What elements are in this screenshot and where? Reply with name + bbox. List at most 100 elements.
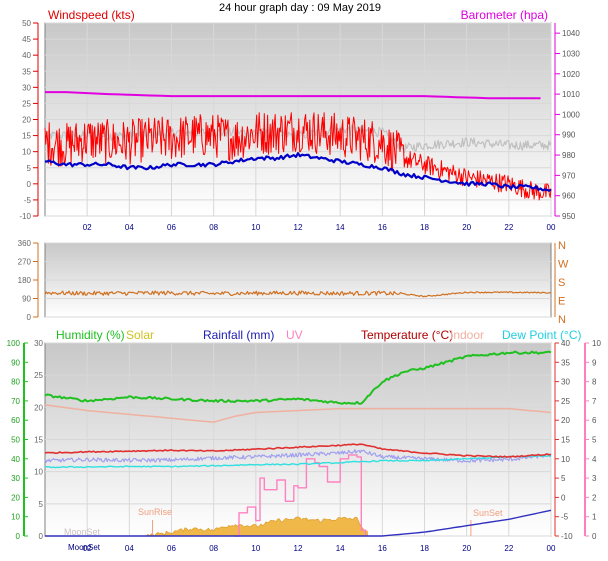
humidity-tick-label: 80 <box>11 378 20 387</box>
direction-tick-label: 270 <box>18 258 32 267</box>
uv-tick-label: 2 <box>592 493 597 502</box>
uv-tick-label: 3 <box>592 474 597 483</box>
uv-tick-label: 4 <box>592 455 597 464</box>
page-title: 24 hour graph day : 09 May 2019 <box>219 2 381 14</box>
temperature-tick-label: 35 <box>561 358 570 367</box>
barometer-tick-label: 990 <box>562 131 576 140</box>
wind-tick-label: 10 <box>22 148 31 157</box>
barometer-tick-label: 1040 <box>562 29 580 38</box>
temp-x-label: 14 <box>336 544 345 553</box>
temperature-tick-label: 5 <box>561 474 566 483</box>
temperature-tick-label: 10 <box>561 455 570 464</box>
temp-x-label: 00 <box>547 544 556 553</box>
solar-legend: Solar <box>126 328 154 342</box>
barometer-line <box>45 91 541 100</box>
wind-x-label: 22 <box>504 223 513 232</box>
uv-tick-label: 1 <box>592 513 597 522</box>
solar-area <box>145 516 368 537</box>
barometer-tick-label: 960 <box>562 192 576 201</box>
humidity-tick-label: 60 <box>11 416 20 425</box>
temperature-tick-label: 20 <box>561 416 570 425</box>
wind-x-label: 16 <box>378 223 387 232</box>
humidity-tick-label: 40 <box>11 455 20 464</box>
wind-direction-line <box>44 290 552 298</box>
barometer-tick-label: 1030 <box>562 49 580 58</box>
barometer-tick-label: 950 <box>562 212 576 221</box>
humidity-tick-label: 50 <box>11 436 20 445</box>
rain-tick-label: 5 <box>39 500 44 509</box>
gust-line <box>45 152 552 192</box>
moon-event-label: MoonSet <box>68 543 101 552</box>
wind-x-label: 12 <box>294 223 303 232</box>
temperature-tick-label: 0 <box>561 493 566 502</box>
rain-tick-label: 10 <box>34 468 43 477</box>
wind-tick-label: 5 <box>27 164 32 173</box>
uv-legend: UV <box>286 328 303 342</box>
temp-x-label: 02 <box>83 544 92 553</box>
uv-tick-label: 5 <box>592 436 597 445</box>
wind-x-label: 18 <box>420 223 429 232</box>
wind-x-label: 00 <box>547 223 556 232</box>
compass-label: W <box>558 259 569 271</box>
wind-x-label: 08 <box>209 223 218 232</box>
humidity-tick-label: 90 <box>11 358 20 367</box>
temperature-line <box>44 443 552 459</box>
dewpoint-line <box>44 455 552 469</box>
temp-x-label: 16 <box>378 544 387 553</box>
rainfall-legend: Rainfall (mm) <box>203 328 274 342</box>
rain-tick-label: 0 <box>39 532 44 541</box>
temp-x-label: 04 <box>125 544 134 553</box>
temp-x-label: 08 <box>209 544 218 553</box>
temp-x-label: 20 <box>462 544 471 553</box>
humidity-legend: Humidity (%) <box>56 328 125 342</box>
moon-event-label: MoonSet <box>64 527 101 537</box>
compass-label: E <box>558 296 565 308</box>
indoor-line <box>44 404 552 423</box>
uv-tick-label: 7 <box>592 397 597 406</box>
barometer-tick-label: 1000 <box>562 110 580 119</box>
direction-tick-label: 180 <box>18 276 32 285</box>
compass-label: S <box>558 277 565 289</box>
wind-x-label: 02 <box>83 223 92 232</box>
direction-tick-label: 0 <box>27 313 32 322</box>
uv-tick-label: 6 <box>592 416 597 425</box>
wind-x-label: 14 <box>336 223 345 232</box>
barometer-tick-label: 1010 <box>562 90 580 99</box>
temperature-tick-label: -10 <box>561 532 573 541</box>
temp-x-label: 06 <box>167 544 176 553</box>
uv-tick-label: 8 <box>592 378 597 387</box>
barometer-legend: Barometer (hpa) <box>461 8 548 22</box>
humidity-line <box>44 350 552 405</box>
temp-x-label: 18 <box>420 544 429 553</box>
temperature-legend: Temperature (°C) <box>361 328 453 342</box>
wind-legend: Windspeed (kts) <box>48 8 135 22</box>
temp-x-label: 22 <box>504 544 513 553</box>
dewpoint-legend: Dew Point (°C) <box>502 328 581 342</box>
temp-x-label: 10 <box>251 544 260 553</box>
barometer-tick-label: 980 <box>562 151 576 160</box>
wind-tick-label: 50 <box>22 19 31 28</box>
rain-tick-label: 25 <box>34 371 43 380</box>
direction-tick-label: 90 <box>22 295 31 304</box>
temperature-tick-label: 30 <box>561 378 570 387</box>
wind-tick-label: -10 <box>19 212 31 221</box>
compass-label: N <box>558 314 566 326</box>
sun-event-label: SunRise <box>138 507 172 517</box>
rain-tick-label: 20 <box>34 403 43 412</box>
direction-tick-label: 360 <box>18 239 32 248</box>
barometer-tick-label: 970 <box>562 171 576 180</box>
temperature-tick-label: 40 <box>561 339 570 348</box>
wind-tick-label: -5 <box>24 196 32 205</box>
wind-x-label: 04 <box>125 223 134 232</box>
barometer-tick-label: 1020 <box>562 70 580 79</box>
rain-tick-label: 15 <box>34 436 43 445</box>
humidity-tick-label: 20 <box>11 493 20 502</box>
wind-tick-label: 45 <box>22 35 31 44</box>
rainfall-line <box>45 509 552 537</box>
wind-tick-label: 20 <box>22 116 31 125</box>
apparent-line <box>44 449 552 463</box>
humidity-tick-label: 70 <box>11 397 20 406</box>
uv-tick-label: 10 <box>592 339 601 348</box>
wind-x-label: 20 <box>462 223 471 232</box>
